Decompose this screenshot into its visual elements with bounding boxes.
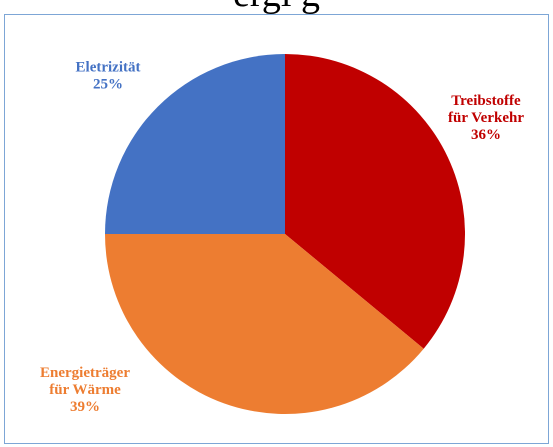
pie-slice [105, 234, 424, 414]
slice-label: Energieträger für Wärme 39% [40, 365, 130, 415]
cropped-title: ergi g [0, 0, 553, 16]
pie-slice [285, 54, 465, 349]
pie-slice [105, 54, 285, 234]
slice-label: Treibstoffe für Verkehr 36% [448, 93, 524, 143]
slice-label: Eletrizität 25% [76, 60, 141, 93]
